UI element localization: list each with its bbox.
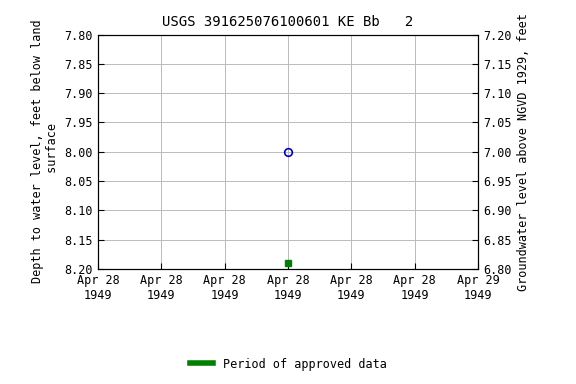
Legend: Period of approved data: Period of approved data (185, 353, 391, 375)
Y-axis label: Groundwater level above NGVD 1929, feet: Groundwater level above NGVD 1929, feet (517, 13, 530, 291)
Y-axis label: Depth to water level, feet below land
 surface: Depth to water level, feet below land su… (31, 20, 59, 283)
Title: USGS 391625076100601 KE Bb   2: USGS 391625076100601 KE Bb 2 (162, 15, 414, 29)
